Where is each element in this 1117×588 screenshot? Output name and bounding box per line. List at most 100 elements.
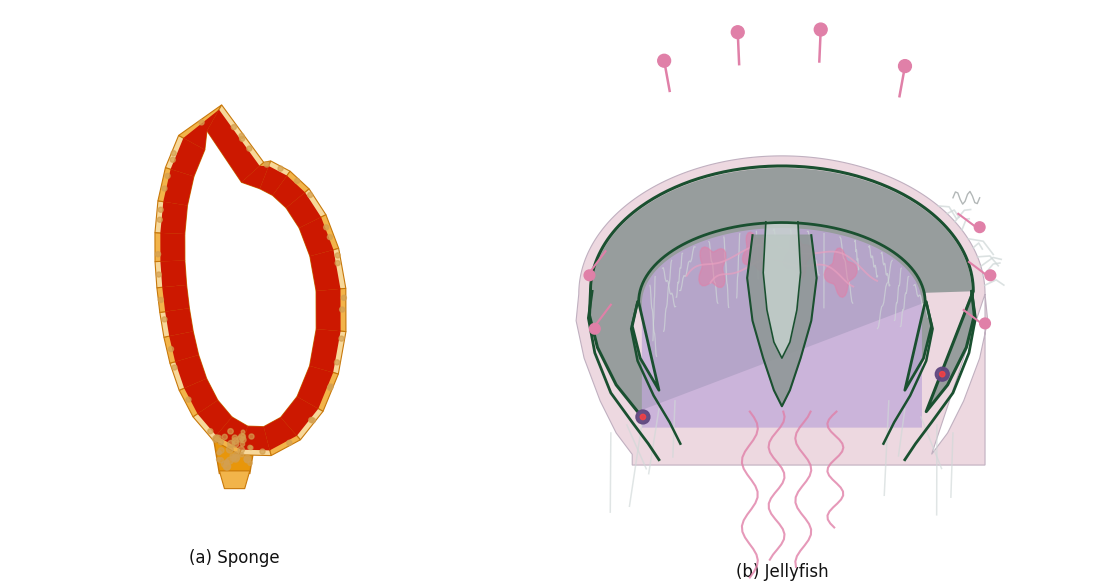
Circle shape — [230, 454, 233, 457]
Circle shape — [218, 457, 223, 463]
Circle shape — [732, 26, 744, 39]
Circle shape — [218, 440, 223, 445]
Polygon shape — [280, 397, 318, 436]
Circle shape — [169, 346, 173, 352]
Polygon shape — [163, 169, 194, 206]
Circle shape — [159, 207, 163, 212]
Circle shape — [295, 178, 299, 183]
Polygon shape — [316, 289, 341, 331]
Circle shape — [980, 318, 991, 329]
Polygon shape — [286, 192, 321, 228]
Polygon shape — [316, 288, 346, 332]
Circle shape — [162, 186, 168, 191]
Polygon shape — [241, 166, 269, 189]
Polygon shape — [743, 232, 767, 270]
Polygon shape — [171, 138, 204, 176]
Polygon shape — [165, 308, 193, 336]
Polygon shape — [286, 189, 326, 228]
Polygon shape — [164, 332, 199, 363]
Circle shape — [225, 460, 229, 465]
Circle shape — [307, 192, 313, 198]
Polygon shape — [297, 366, 338, 412]
Circle shape — [165, 173, 170, 179]
Circle shape — [172, 365, 176, 370]
Circle shape — [218, 450, 221, 455]
Polygon shape — [184, 379, 218, 414]
Circle shape — [156, 272, 161, 277]
Circle shape — [231, 125, 237, 130]
Polygon shape — [299, 215, 338, 256]
Circle shape — [590, 323, 600, 334]
Circle shape — [636, 410, 650, 424]
Polygon shape — [309, 250, 341, 291]
Polygon shape — [161, 233, 184, 262]
Circle shape — [159, 298, 163, 302]
Circle shape — [939, 372, 945, 377]
Circle shape — [240, 442, 245, 446]
Polygon shape — [183, 109, 219, 150]
Polygon shape — [179, 105, 221, 150]
Circle shape — [237, 436, 244, 442]
Text: (b) Jellyfish: (b) Jellyfish — [736, 563, 828, 581]
Circle shape — [223, 463, 230, 470]
Polygon shape — [309, 248, 346, 291]
Circle shape — [278, 166, 283, 171]
Polygon shape — [179, 379, 218, 417]
Polygon shape — [207, 109, 259, 182]
Circle shape — [247, 146, 252, 151]
Circle shape — [584, 270, 595, 280]
Polygon shape — [161, 202, 188, 234]
Polygon shape — [175, 355, 207, 388]
Circle shape — [248, 461, 252, 466]
Polygon shape — [784, 235, 812, 278]
Circle shape — [328, 384, 333, 389]
Circle shape — [287, 440, 292, 445]
Circle shape — [221, 462, 227, 467]
Circle shape — [170, 157, 175, 162]
Polygon shape — [217, 417, 248, 450]
Polygon shape — [642, 228, 922, 427]
Circle shape — [334, 360, 340, 365]
Circle shape — [222, 435, 227, 439]
Polygon shape — [699, 247, 726, 288]
Polygon shape — [212, 428, 257, 473]
Circle shape — [162, 317, 166, 322]
Polygon shape — [273, 176, 305, 208]
Circle shape — [324, 225, 328, 230]
Polygon shape — [156, 285, 190, 312]
Polygon shape — [241, 161, 270, 189]
Polygon shape — [590, 168, 974, 412]
Circle shape — [311, 418, 315, 423]
Circle shape — [217, 451, 221, 455]
Polygon shape — [170, 355, 207, 390]
Circle shape — [217, 435, 221, 440]
Circle shape — [157, 217, 162, 222]
Polygon shape — [260, 161, 290, 195]
Circle shape — [241, 430, 245, 434]
Circle shape — [227, 457, 233, 464]
Polygon shape — [763, 222, 801, 358]
Text: (a) Sponge: (a) Sponge — [189, 549, 280, 567]
Polygon shape — [193, 400, 232, 440]
Circle shape — [239, 433, 246, 440]
Circle shape — [658, 54, 670, 67]
Circle shape — [238, 446, 245, 453]
Circle shape — [241, 434, 245, 438]
Circle shape — [230, 456, 236, 461]
Polygon shape — [207, 105, 264, 182]
Circle shape — [935, 368, 949, 381]
Circle shape — [335, 260, 341, 266]
Polygon shape — [165, 135, 204, 176]
Polygon shape — [169, 332, 199, 362]
Circle shape — [219, 447, 223, 453]
Circle shape — [225, 460, 229, 465]
Polygon shape — [824, 248, 857, 298]
Circle shape — [308, 417, 314, 423]
Circle shape — [249, 446, 252, 450]
Circle shape — [228, 440, 235, 447]
Circle shape — [185, 397, 191, 402]
Polygon shape — [309, 329, 341, 373]
Circle shape — [155, 252, 161, 257]
Polygon shape — [264, 417, 297, 450]
Polygon shape — [747, 235, 817, 406]
